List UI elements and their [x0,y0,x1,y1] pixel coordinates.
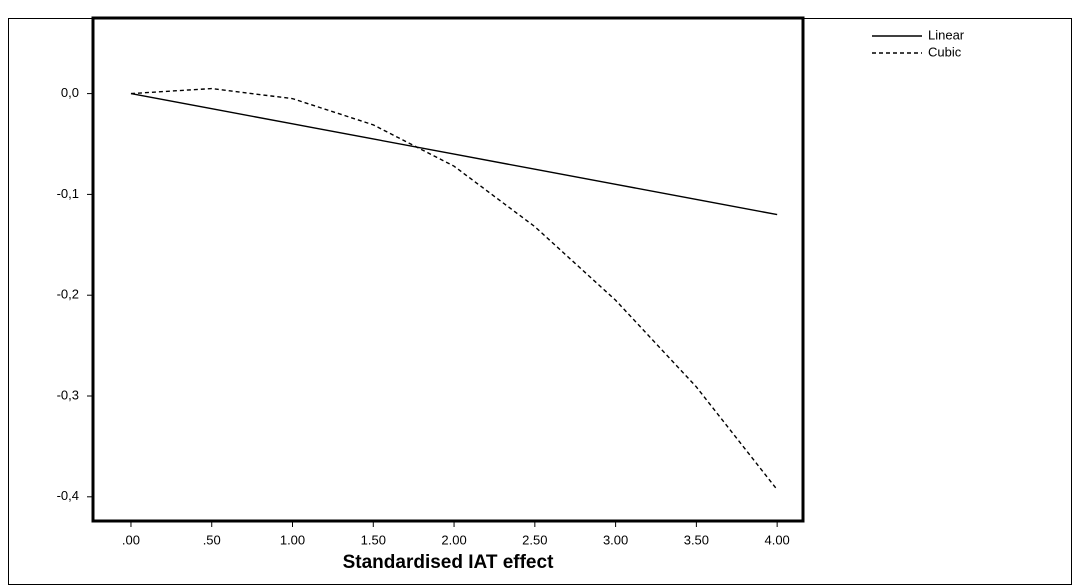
x-tick-label: 2.00 [441,532,466,547]
series-line [130,92,778,216]
series-line [130,87,778,491]
x-tick-label: 2.50 [522,532,547,547]
legend-label: Linear [928,27,965,42]
y-tick-label: -0,1 [57,186,79,201]
y-tick-label: -0,4 [57,488,79,503]
x-tick-label: .50 [203,532,221,547]
legend-label: Cubic [928,44,962,59]
y-tick-label: -0,3 [57,387,79,402]
x-axis-title: Standardised IAT effect [343,552,554,573]
x-tick-label: .00 [122,532,140,547]
x-tick-label: 1.00 [280,532,305,547]
y-tick-label: 0,0 [61,85,79,100]
x-tick-label: 1.50 [361,532,386,547]
x-tick-label: 4.00 [764,532,789,547]
plot-frame [91,16,805,523]
x-tick-label: 3.00 [603,532,628,547]
y-tick-label: -0,2 [57,287,79,302]
outer-frame [8,18,1072,585]
x-tick-label: 3.50 [684,532,709,547]
